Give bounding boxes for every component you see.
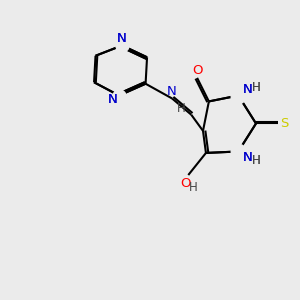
Text: N: N — [242, 152, 252, 164]
Text: N: N — [242, 82, 252, 95]
Text: H: H — [252, 81, 261, 94]
Text: H: H — [252, 81, 261, 94]
Text: S: S — [280, 117, 288, 130]
Text: N: N — [117, 32, 127, 46]
Text: O: O — [180, 177, 190, 190]
Text: H: H — [189, 181, 198, 194]
Text: N: N — [108, 93, 118, 106]
Text: O: O — [192, 64, 202, 77]
Point — [236, 149, 241, 154]
Text: H: H — [176, 102, 185, 115]
Text: H: H — [252, 154, 261, 167]
Point — [120, 43, 124, 48]
Text: N: N — [167, 85, 177, 98]
Text: N: N — [242, 152, 252, 164]
Point — [236, 93, 241, 98]
Text: N: N — [117, 32, 127, 46]
Text: H: H — [252, 154, 261, 167]
Text: N: N — [108, 93, 118, 106]
Point — [117, 93, 122, 98]
Text: N: N — [242, 82, 252, 95]
